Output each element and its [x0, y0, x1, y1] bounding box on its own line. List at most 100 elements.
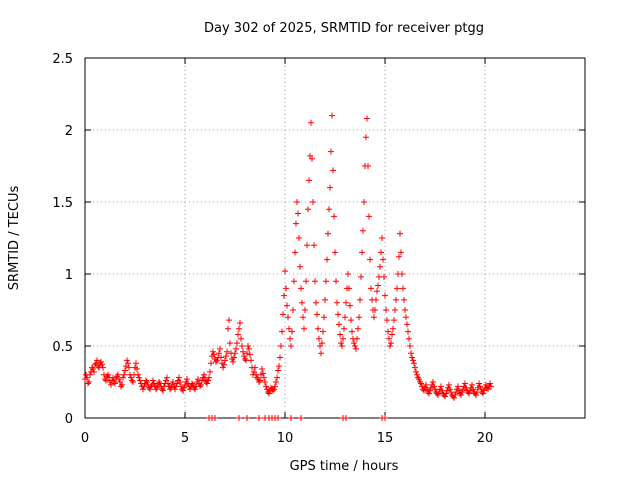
- data-point: [357, 296, 363, 303]
- data-point: [184, 376, 190, 383]
- data-point: [322, 296, 328, 303]
- data-point: [235, 331, 241, 338]
- data-point: [358, 273, 364, 280]
- data-point: [466, 390, 472, 397]
- data-point: [332, 249, 338, 256]
- data-point: [248, 357, 254, 364]
- data-point: [195, 376, 201, 383]
- data-point: [334, 299, 340, 306]
- data-point: [233, 345, 239, 352]
- grid-lines: [85, 58, 585, 418]
- data-point: [165, 380, 171, 387]
- data-point: [410, 357, 416, 364]
- data-point: [170, 379, 176, 385]
- data-point: [392, 307, 398, 313]
- data-point: [360, 227, 366, 234]
- data-point: [273, 379, 279, 385]
- data-point: [476, 380, 482, 387]
- data-point: [192, 386, 198, 393]
- data-point: [223, 353, 229, 360]
- data-point: [181, 384, 187, 391]
- data-point: [402, 307, 408, 313]
- data-point: [343, 299, 349, 306]
- data-point: [134, 366, 140, 373]
- data-point: [144, 379, 150, 385]
- data-point: [431, 383, 437, 390]
- data-point: [337, 331, 343, 338]
- data-point: [85, 380, 91, 387]
- data-point: [428, 384, 434, 391]
- y-tick-label: 2.5: [52, 52, 73, 67]
- data-point: [280, 311, 286, 318]
- data-point: [488, 383, 494, 390]
- data-point: [160, 387, 166, 394]
- y-tick-label: 0.5: [52, 340, 73, 355]
- data-point: [299, 299, 305, 306]
- data-point: [242, 355, 248, 362]
- data-point: [226, 317, 232, 324]
- data-point: [274, 374, 280, 381]
- data-point: [122, 367, 128, 374]
- data-point: [458, 391, 464, 398]
- data-point: [442, 393, 448, 400]
- y-axis-ticks: 0 0.5 1 1.5 2 2.5: [52, 52, 585, 427]
- data-point: [396, 253, 402, 260]
- data-point: [308, 119, 314, 126]
- data-point: [211, 351, 217, 358]
- data-point: [407, 343, 413, 349]
- data-point: [254, 374, 260, 381]
- data-point: [326, 206, 332, 213]
- data-point: [224, 348, 230, 355]
- data-point: [321, 314, 327, 321]
- data-point: [372, 307, 378, 313]
- data-point: [380, 256, 386, 263]
- data-point: [435, 391, 441, 398]
- data-point: [234, 340, 240, 347]
- data-point: [459, 389, 465, 396]
- data-point: [217, 345, 223, 352]
- data-point: [94, 357, 100, 364]
- data-point: [423, 381, 429, 388]
- data-point: [116, 376, 122, 383]
- data-point: [368, 285, 374, 292]
- data-point: [87, 371, 93, 378]
- data-point: [478, 386, 484, 393]
- data-point: [246, 345, 252, 352]
- data-point: [278, 343, 284, 349]
- data-point: [353, 345, 359, 352]
- chart-title: Day 302 of 2025, SRMTID for receiver ptg…: [204, 21, 484, 36]
- data-point: [271, 386, 277, 393]
- data-point: [451, 394, 457, 401]
- data-point: [168, 384, 174, 391]
- data-point: [341, 325, 347, 332]
- data-point: [446, 381, 452, 388]
- data-point: [304, 242, 310, 249]
- data-point: [289, 328, 295, 335]
- data-point: [408, 350, 414, 357]
- data-point: [356, 314, 362, 321]
- data-point: [345, 271, 351, 277]
- data-point: [444, 387, 450, 394]
- data-point: [424, 386, 430, 393]
- data-point: [398, 249, 404, 256]
- data-point: [218, 354, 224, 361]
- data-point: [84, 374, 90, 381]
- data-point: [355, 325, 361, 332]
- data-point: [338, 340, 344, 347]
- data-point: [256, 415, 262, 421]
- data-point: [328, 148, 334, 155]
- data-point: [382, 292, 388, 299]
- data-point: [415, 374, 421, 381]
- data-point: [198, 381, 204, 388]
- data-point: [310, 199, 316, 205]
- data-point: [247, 351, 253, 358]
- data-point: [298, 415, 304, 421]
- data-point: [276, 363, 282, 370]
- data-point: [199, 377, 205, 384]
- data-point: [283, 285, 289, 292]
- data-point: [404, 321, 410, 328]
- data-point: [301, 325, 307, 332]
- data-point: [452, 391, 458, 398]
- data-point: [391, 317, 397, 324]
- data-point: [282, 268, 288, 275]
